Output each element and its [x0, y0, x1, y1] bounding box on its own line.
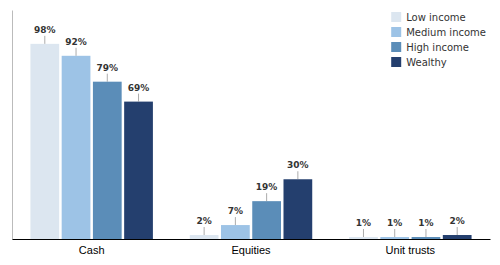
- chart: 98% 2% 1% 92% 7% 1% 79% 19% 1% 69% 30% 2% Cash Equiti…: [0, 0, 500, 265]
- leader-line: [457, 227, 458, 235]
- leader-line: [235, 217, 236, 225]
- data-label: 98%: [34, 25, 56, 35]
- bar: [412, 237, 441, 239]
- leader-line: [138, 94, 139, 102]
- legend-item: Medium income: [391, 27, 486, 38]
- bar: [62, 56, 91, 239]
- legend: Low income Medium income High income Wealth…: [391, 12, 486, 68]
- data-label: 79%: [97, 63, 119, 73]
- data-label: 19%: [256, 182, 278, 192]
- legend-swatch: [391, 57, 401, 67]
- bar: [30, 44, 59, 239]
- bar: [221, 225, 250, 239]
- legend-item: Low income: [391, 12, 466, 23]
- legend-swatch: [391, 27, 401, 37]
- data-label: 2%: [450, 216, 465, 226]
- bar: [190, 235, 219, 239]
- legend-label: Wealthy: [406, 57, 447, 68]
- legend-label: High income: [406, 42, 469, 53]
- bars: [30, 44, 471, 239]
- leader-line: [363, 229, 364, 237]
- legend-item: Wealthy: [391, 57, 447, 68]
- bar: [252, 201, 281, 239]
- data-labels: 98% 2% 1% 92% 7% 1% 79% 19% 1% 69% 30% 2%: [34, 25, 465, 237]
- data-label: 92%: [65, 37, 87, 47]
- legend-label: Medium income: [406, 27, 486, 38]
- leader-line: [297, 171, 298, 179]
- leader-line: [107, 74, 108, 82]
- x-axis-line: [13, 239, 491, 240]
- data-label: 1%: [356, 218, 371, 228]
- y-axis: [12, 11, 13, 240]
- leader-line: [394, 229, 395, 237]
- data-label: 2%: [196, 216, 211, 226]
- bar: [349, 237, 378, 239]
- data-label: 30%: [287, 160, 309, 170]
- leader-line: [266, 193, 267, 201]
- bar: [283, 179, 312, 239]
- x-tick-label: Equities: [231, 244, 271, 256]
- y-axis-line: [12, 11, 13, 240]
- legend-swatch: [391, 42, 401, 52]
- leader-line: [204, 227, 205, 235]
- plot: 98% 2% 1% 92% 7% 1% 79% 19% 1% 69% 30% 2% Cash Equiti…: [13, 11, 491, 256]
- x-tick-label: Unit trusts: [386, 244, 436, 256]
- legend-swatch: [391, 12, 401, 22]
- leader-line: [76, 48, 77, 56]
- bar: [124, 102, 153, 239]
- data-label: 1%: [418, 218, 433, 228]
- bar: [380, 237, 409, 239]
- bar: [443, 235, 472, 239]
- data-label: 69%: [128, 83, 150, 93]
- x-tick-label: Cash: [79, 244, 105, 256]
- x-axis: Cash Equities Unit trusts: [13, 240, 491, 256]
- bar: [93, 82, 122, 239]
- leader-line: [44, 36, 45, 44]
- x-tick: Equities: [231, 244, 271, 256]
- x-tick: Cash: [79, 244, 105, 256]
- leader-line: [425, 229, 426, 237]
- data-label: 1%: [387, 218, 402, 228]
- data-label: 7%: [228, 206, 243, 216]
- legend-label: Low income: [406, 12, 466, 23]
- x-tick: Unit trusts: [386, 244, 436, 256]
- legend-item: High income: [391, 42, 469, 53]
